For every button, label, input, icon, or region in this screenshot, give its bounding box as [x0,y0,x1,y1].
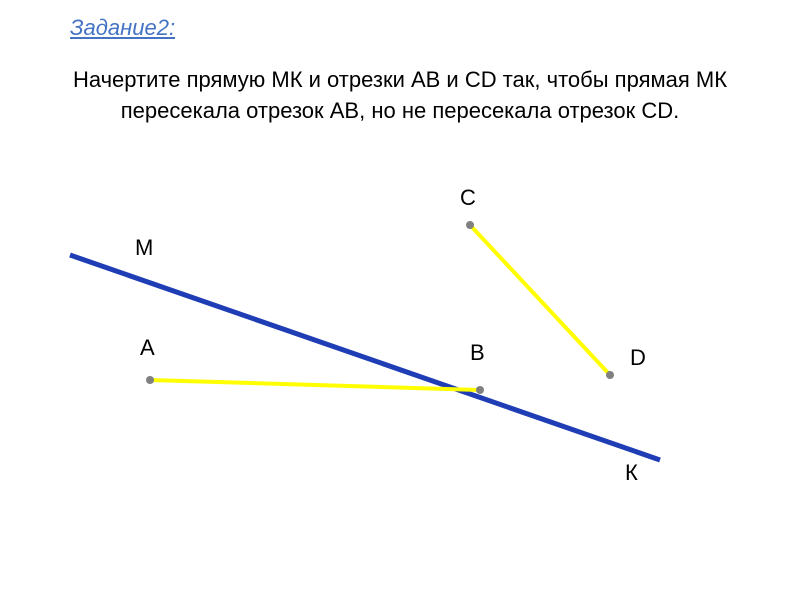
task-title: Задание2: [70,15,175,41]
geometry-diagram: М К А В С D [0,180,800,600]
point-c [466,221,474,229]
instruction-text: Начертите прямую МК и отрезки АВ и CD та… [73,67,727,123]
label-a: А [140,335,155,360]
point-d [606,371,614,379]
title-text: Задание2: [70,15,175,40]
point-a [146,376,154,384]
point-b [476,386,484,394]
label-c: С [460,185,476,210]
diagram-svg: М К А В С D [0,180,800,600]
label-m: М [135,235,153,260]
label-d: D [630,345,646,370]
label-k: К [625,460,638,485]
task-instruction: Начертите прямую МК и отрезки АВ и CD та… [0,65,800,127]
label-b: В [470,340,485,365]
line-mk [70,255,660,460]
segment-cd [470,225,610,375]
